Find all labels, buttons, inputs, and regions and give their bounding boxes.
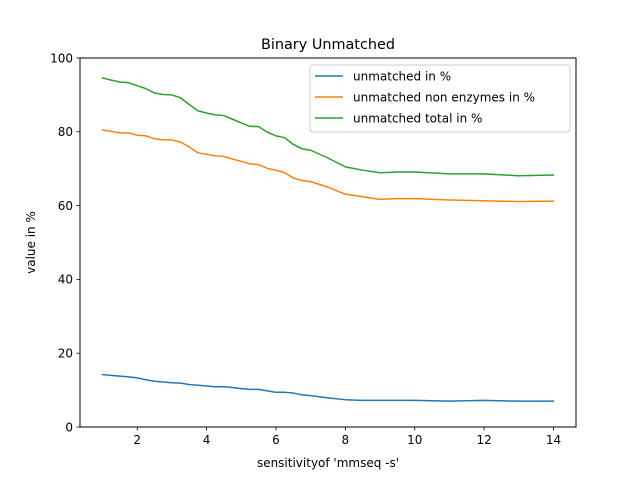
legend-box — [309, 64, 571, 133]
y-tick-label: 40 — [58, 273, 73, 287]
legend-label: unmatched non enzymes in % — [353, 90, 535, 104]
x-tick-label: 14 — [546, 433, 561, 447]
x-axis-label: sensitivityof 'mmseq -s' — [257, 456, 399, 470]
plot-frame — [79, 57, 577, 428]
y-tick-label: 80 — [58, 125, 73, 139]
x-tick-label: 12 — [476, 433, 491, 447]
y-tick-label: 0 — [65, 420, 73, 434]
series-line-1 — [101, 373, 555, 402]
x-tick-label: 10 — [407, 433, 422, 447]
series-line-2 — [101, 129, 555, 203]
y-axis-label: value in % — [24, 211, 38, 274]
y-axis: 0 20 40 60 80 100 — [50, 51, 80, 434]
x-tick-label: 2 — [133, 433, 141, 447]
plot-lines — [101, 77, 555, 402]
x-tick-label: 8 — [342, 433, 350, 447]
x-tick-label: 6 — [272, 433, 280, 447]
legend-label: unmatched total in % — [353, 111, 482, 125]
legend-label: unmatched in % — [353, 69, 451, 83]
y-tick-label: 60 — [58, 199, 73, 213]
series-line-3 — [101, 77, 555, 177]
x-tick-label: 4 — [203, 433, 211, 447]
legend: unmatched in % unmatched non enzymes in %… — [309, 64, 571, 133]
y-tick-label: 20 — [58, 347, 73, 361]
x-axis: 2 4 6 8 10 12 14 — [133, 427, 561, 447]
chart-title: Binary Unmatched — [261, 37, 395, 53]
y-tick-label: 100 — [50, 51, 73, 65]
